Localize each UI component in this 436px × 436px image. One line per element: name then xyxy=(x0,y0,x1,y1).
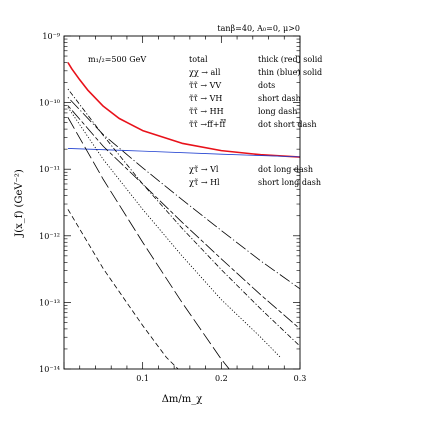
x-tick-label: 0.3 xyxy=(294,374,307,383)
series-line-2-all xyxy=(67,148,300,158)
y-tick-label: 10⁻⁹ xyxy=(42,32,60,41)
legend-entry-style: long dash xyxy=(258,107,297,116)
legend-entry-style: thin (blue) solid xyxy=(258,68,322,77)
legend-entry-label: τ̃τ̃ → HH xyxy=(189,107,224,116)
header-label: tanβ=40, A₀=0, μ>0 xyxy=(217,24,300,33)
inset-label: m₁/₂=500 GeV xyxy=(88,55,146,64)
y-tick-label: 10⁻¹² xyxy=(39,232,60,241)
legend-entry-style: dot long dash xyxy=(258,165,313,174)
ticks-layer xyxy=(63,35,301,370)
legend-entry-label: total xyxy=(189,55,208,64)
labels-layer: 0.1 0.2 0.3 10⁻⁹ 10⁻¹⁰ 10⁻¹¹ 10⁻¹² 10⁻¹³ 10⁻¹⁴ xyxy=(39,32,306,383)
y-tick-label: 10⁻¹¹ xyxy=(39,165,60,174)
y-tick-label: 10⁻¹³ xyxy=(39,298,60,307)
legend-entry-label: χτ̃ → Vl xyxy=(189,165,219,174)
series-line-5-hh xyxy=(67,117,230,369)
series-line-3-vv xyxy=(67,107,281,358)
x-tick-label: 0.1 xyxy=(136,374,149,383)
legend-entry-label: τ̃τ̃ → VH xyxy=(189,94,222,103)
series-layer xyxy=(67,62,300,369)
series-line-4-vh xyxy=(67,209,179,369)
series-line-1-total xyxy=(67,62,300,158)
y-axis-label: J(x_f) (GeV⁻²) xyxy=(14,169,25,238)
legend-entry-label: χτ̃ → Hl xyxy=(189,178,220,187)
x-tick-label: 0.2 xyxy=(215,374,228,383)
legend: total thick (red) solid χχ → all thin (blue… xyxy=(189,55,322,187)
legend-entry-style: thick (red) solid xyxy=(258,55,322,64)
plot-frame xyxy=(63,35,301,370)
legend-entry-style: dots xyxy=(258,81,275,90)
legend-entry-style: short long dash xyxy=(258,178,321,187)
series-line-7-vl xyxy=(67,97,300,290)
y-tick-label: 10⁻¹⁰ xyxy=(39,99,60,108)
legend-entry-style: short dash xyxy=(258,94,301,103)
legend-entry-style: dot short dash xyxy=(258,120,317,129)
legend-entry-label: τ̃τ̃ →ff+f̄f̄ xyxy=(189,119,227,129)
legend-entry-label: χχ → all xyxy=(189,68,221,77)
series-line-6-ff-f-f xyxy=(67,88,300,347)
y-tick-label: 10⁻¹⁴ xyxy=(39,365,60,374)
series-line-8-hl xyxy=(67,105,300,330)
x-axis-label: Δm/m_χ xyxy=(162,394,203,405)
legend-entry-label: τ̃τ̃ → VV xyxy=(189,81,221,90)
